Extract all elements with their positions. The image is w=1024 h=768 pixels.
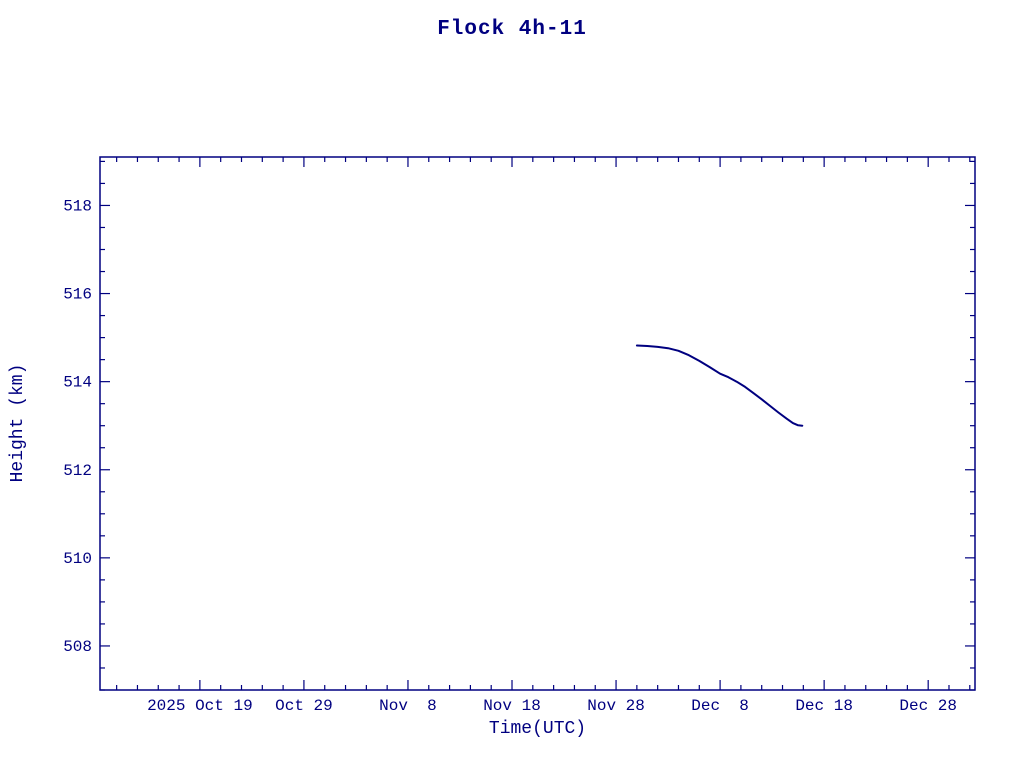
axis-ticks bbox=[100, 157, 975, 691]
y-tick-label: 512 bbox=[63, 462, 92, 480]
y-tick-label: 510 bbox=[63, 550, 92, 568]
x-axis-label: Time(UTC) bbox=[488, 719, 587, 739]
y-tick-label: 508 bbox=[63, 638, 92, 656]
x-tick-label: Oct 29 bbox=[275, 697, 333, 715]
chart-title: Flock 4h-11 bbox=[437, 18, 587, 41]
x-tick-label: 2025 Oct 19 bbox=[147, 697, 253, 715]
y-tick-label: 516 bbox=[63, 286, 92, 304]
y-tick-label: 518 bbox=[63, 197, 92, 215]
x-tick-label: Nov 28 bbox=[587, 697, 645, 715]
axis-tick-labels: 2025 Oct 19 Oct 29 Nov 8 Nov 18 Nov 28 Dec 8 D… bbox=[63, 197, 957, 715]
height-series-line bbox=[635, 344, 804, 427]
x-tick-label: Dec 18 bbox=[795, 697, 853, 715]
x-tick-label: Dec 28 bbox=[899, 697, 957, 715]
y-tick-label: 514 bbox=[63, 374, 92, 392]
x-tick-label: Dec 8 bbox=[691, 697, 749, 715]
plot-frame bbox=[99, 156, 976, 691]
x-tick-label: Nov 8 bbox=[379, 697, 437, 715]
x-tick-label: Nov 18 bbox=[483, 697, 541, 715]
